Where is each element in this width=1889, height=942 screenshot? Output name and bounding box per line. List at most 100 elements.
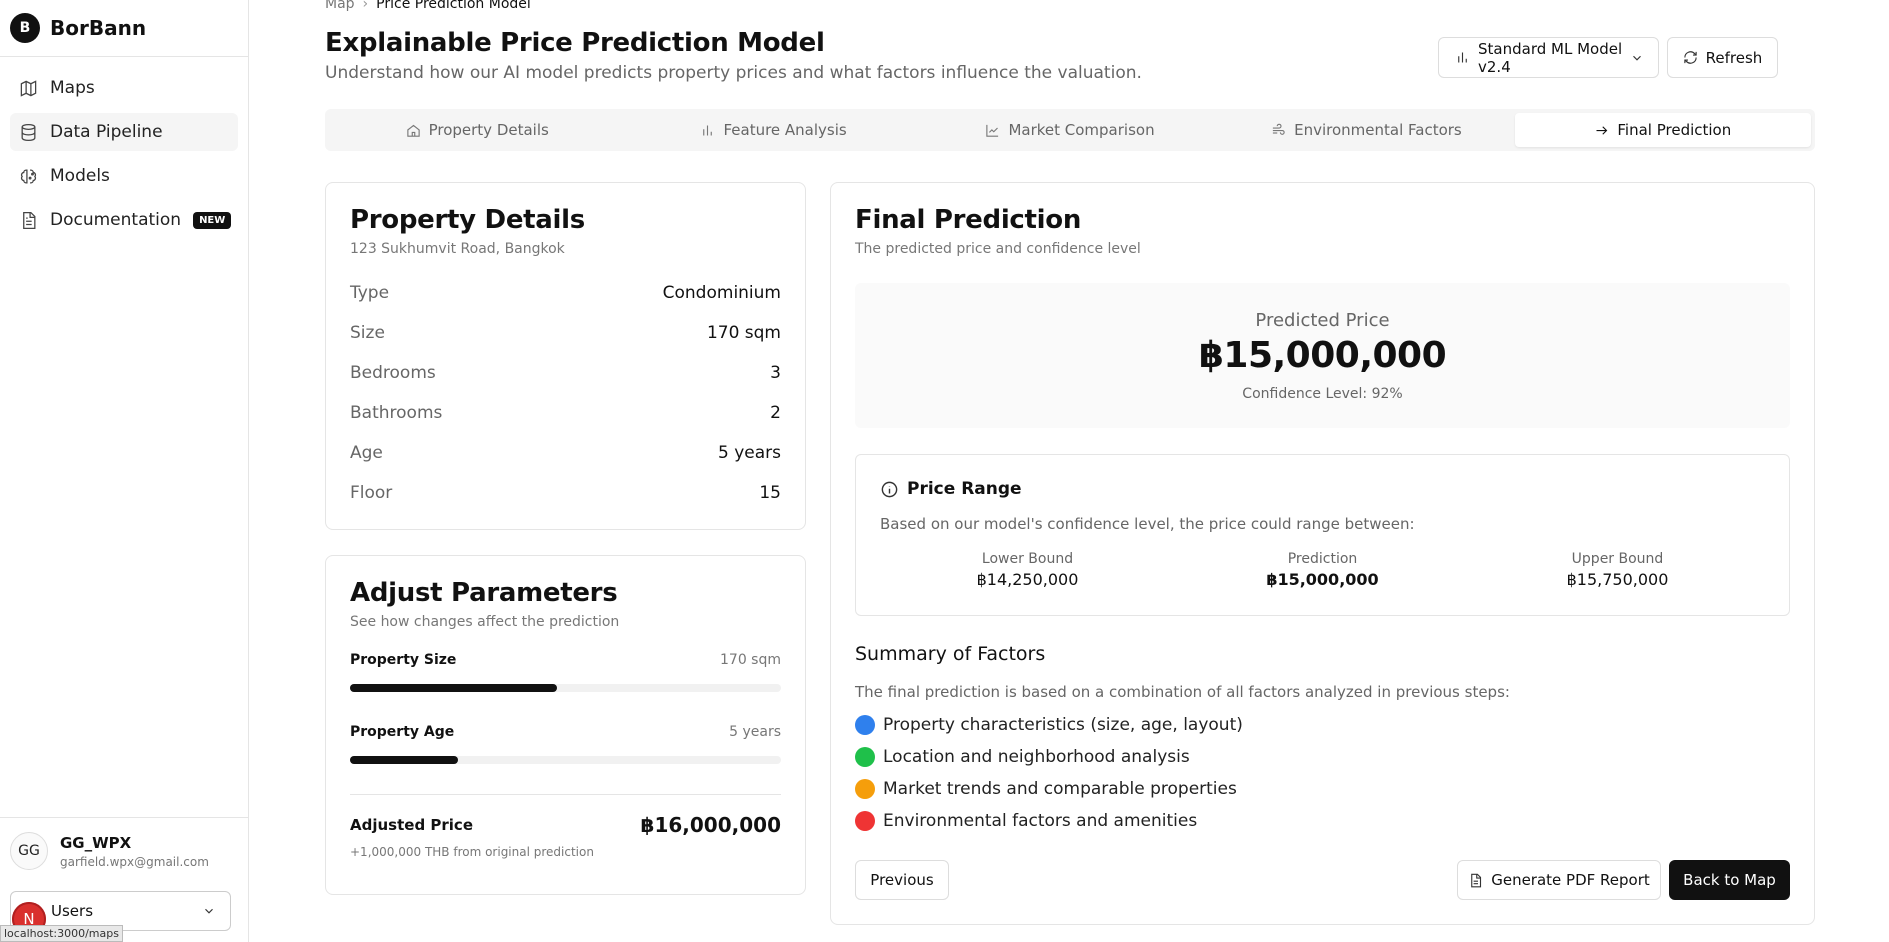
sidebar-item-label: Models <box>50 166 110 186</box>
property-row: Bedrooms 3 <box>350 353 781 393</box>
property-row: Size 170 sqm <box>350 313 781 353</box>
property-address: 123 Sukhumvit Road, Bangkok <box>350 241 565 257</box>
model-select[interactable]: Standard ML Model v2.4 <box>1438 37 1659 78</box>
main-content: Map › Price Prediction Model Explainable… <box>249 0 1889 942</box>
prediction-value: ฿15,000,000 <box>1266 570 1379 589</box>
refresh-icon <box>1683 50 1698 65</box>
property-key: Size <box>350 323 385 343</box>
database-icon <box>18 122 38 142</box>
sidebar-item-label: Data Pipeline <box>50 122 163 142</box>
slider-fill <box>350 684 557 692</box>
predicted-price-label: Predicted Price <box>1255 309 1390 331</box>
card-title: Adjust Parameters <box>350 578 618 608</box>
property-details-card: Property Details 123 Sukhumvit Road, Ban… <box>325 182 806 530</box>
breadcrumb-parent[interactable]: Map <box>325 0 355 12</box>
summary-title: Summary of Factors <box>855 643 1046 665</box>
factor-list: Property characteristics (size, age, lay… <box>855 715 1790 831</box>
property-size-slider[interactable] <box>350 684 781 692</box>
breadcrumb-current: Price Prediction Model <box>376 0 531 12</box>
property-age-slider[interactable] <box>350 756 781 764</box>
back-to-map-label: Back to Map <box>1683 871 1776 889</box>
slider-value: 5 years <box>729 724 781 740</box>
tab-label: Property Details <box>428 121 549 139</box>
property-value: Condominium <box>662 283 781 303</box>
prediction: Prediction ฿15,000,000 <box>1175 551 1470 589</box>
back-to-map-button[interactable]: Back to Map <box>1669 860 1790 900</box>
property-value: 3 <box>770 363 781 383</box>
sidebar: B BorBann Maps Data Pipeline Models Docu… <box>0 0 249 942</box>
property-rows: Type Condominium Size 170 sqm Bedrooms 3 Ba… <box>350 273 781 513</box>
step-tabs: Property Details Feature Analysis Market… <box>325 109 1815 151</box>
user-info[interactable]: GG GG_WPX garfield.wpx@gmail.com <box>0 818 249 880</box>
url-tooltip: localhost:3000/maps <box>0 925 123 942</box>
brand[interactable]: B BorBann <box>0 0 248 57</box>
list-item: Location and neighborhood analysis <box>855 747 1790 767</box>
bar-chart-icon <box>700 123 715 138</box>
tab-environmental-factors[interactable]: Environmental Factors <box>1218 113 1514 147</box>
lower-bound-value: ฿14,250,000 <box>976 570 1079 589</box>
tab-label: Final Prediction <box>1617 121 1732 139</box>
slider-label: Property Age <box>350 724 455 740</box>
generate-pdf-button[interactable]: Generate PDF Report <box>1457 860 1661 900</box>
property-age-slider-block: Property Age 5 years <box>350 724 781 764</box>
property-value: 170 sqm <box>706 323 781 343</box>
chevron-down-icon <box>202 904 216 922</box>
sidebar-item-maps[interactable]: Maps <box>10 69 238 107</box>
model-select-value: Standard ML Model v2.4 <box>1478 39 1623 76</box>
property-value: 2 <box>770 403 781 423</box>
adjust-parameters-card: Adjust Parameters See how changes affect… <box>325 555 806 895</box>
factor-label: Environmental factors and amenities <box>883 811 1198 831</box>
user-name: GG_WPX <box>60 833 132 852</box>
green-dot-icon <box>855 747 875 767</box>
predicted-price-box: Predicted Price ฿15,000,000 Confidence L… <box>855 283 1790 428</box>
previous-label: Previous <box>870 871 934 889</box>
breadcrumb: Map › Price Prediction Model <box>325 0 531 12</box>
red-dot-icon <box>855 811 875 831</box>
user-panel: GG GG_WPX garfield.wpx@gmail.com Users N… <box>0 817 249 942</box>
info-icon <box>880 480 899 499</box>
summary-description: The final prediction is based on a combi… <box>855 683 1510 701</box>
divider <box>350 794 781 795</box>
price-range-description: Based on our model's confidence level, t… <box>880 515 1415 533</box>
property-value: 5 years <box>717 443 781 463</box>
price-range-box: Price Range Based on our model's confide… <box>855 454 1790 616</box>
property-key: Age <box>350 443 383 463</box>
refresh-button[interactable]: Refresh <box>1667 37 1778 78</box>
tab-property-details[interactable]: Property Details <box>329 113 625 147</box>
prediction-label: Prediction <box>1287 551 1358 567</box>
property-value: 15 <box>759 483 781 503</box>
brand-logo: B <box>10 13 40 43</box>
slider-value: 170 sqm <box>720 652 781 668</box>
tab-final-prediction[interactable]: Final Prediction <box>1514 113 1812 147</box>
factor-label: Market trends and comparable properties <box>883 779 1237 799</box>
upper-bound: Upper Bound ฿15,750,000 <box>1470 551 1765 589</box>
sidebar-item-label: Documentation <box>50 210 182 230</box>
property-row: Age 5 years <box>350 433 781 473</box>
property-key: Type <box>350 283 390 303</box>
slider-fill <box>350 756 458 764</box>
list-item: Environmental factors and amenities <box>855 811 1790 831</box>
property-key: Bedrooms <box>350 363 436 383</box>
sidebar-nav: Maps Data Pipeline Models Documentation … <box>0 57 248 257</box>
avatar: GG <box>10 832 48 870</box>
predicted-price-value: ฿15,000,000 <box>1198 334 1447 376</box>
price-range-title: Price Range <box>907 479 1022 499</box>
sidebar-item-models[interactable]: Models <box>10 157 238 195</box>
previous-button[interactable]: Previous <box>855 860 949 900</box>
tab-market-comparison[interactable]: Market Comparison <box>922 113 1218 147</box>
card-title: Property Details <box>350 205 585 235</box>
upper-bound-value: ฿15,750,000 <box>1566 570 1669 589</box>
tab-feature-analysis[interactable]: Feature Analysis <box>625 113 921 147</box>
brain-icon <box>18 166 38 186</box>
sidebar-item-label: Maps <box>50 78 95 98</box>
factor-label: Property characteristics (size, age, lay… <box>883 715 1243 735</box>
list-item: Market trends and comparable properties <box>855 779 1790 799</box>
card-title: Final Prediction <box>855 205 1082 235</box>
list-item: Property characteristics (size, age, lay… <box>855 715 1790 735</box>
brand-name: BorBann <box>50 16 147 40</box>
page-title: Explainable Price Prediction Model <box>325 28 825 58</box>
sidebar-item-data-pipeline[interactable]: Data Pipeline <box>10 113 238 151</box>
page-subtitle: Understand how our AI model predicts pro… <box>325 63 1142 83</box>
sidebar-item-documentation[interactable]: Documentation NEW <box>10 201 238 239</box>
file-icon <box>1468 873 1483 888</box>
